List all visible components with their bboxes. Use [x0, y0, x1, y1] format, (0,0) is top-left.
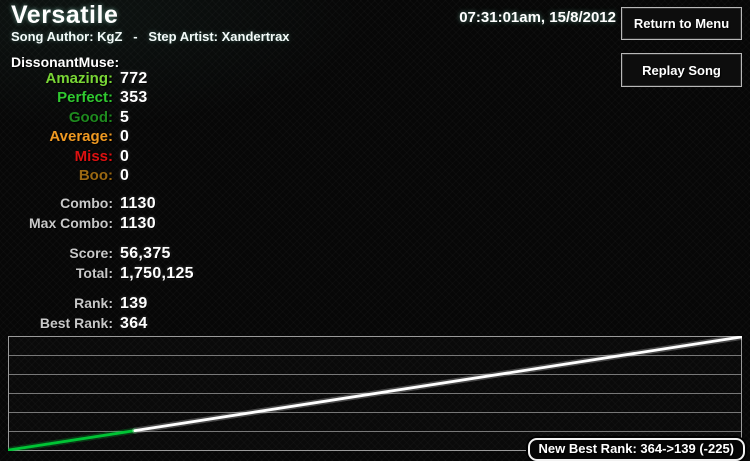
stat-label-max-combo: Max Combo:	[29, 215, 113, 231]
stat-value-max-combo: 1130	[120, 215, 156, 232]
stat-label-combo: Combo:	[60, 195, 113, 211]
song-credits: Song Author: KgZ - Step Artist: Xandertr…	[11, 29, 290, 44]
stat-row-amazing: Amazing: 772	[0, 70, 148, 89]
stat-value-score: 56,375	[120, 245, 171, 262]
stat-value-amazing: 772	[120, 70, 148, 87]
stat-row-average: Average: 0	[0, 128, 148, 147]
stat-value-rank: 139	[120, 295, 148, 312]
stat-label-perfect: Perfect:	[57, 89, 113, 107]
return-to-menu-button[interactable]: Return to Menu	[621, 7, 742, 40]
stat-label-amazing: Amazing:	[45, 70, 114, 87]
stat-value-combo: 1130	[120, 195, 156, 212]
page-title: Versatile	[11, 1, 119, 29]
score-progress-line	[8, 336, 742, 451]
stat-label-rank: Rank:	[74, 295, 113, 311]
combo-stats: Combo: 1130 Max Combo: 1130	[0, 195, 156, 235]
stat-row-combo: Combo: 1130	[0, 195, 156, 215]
stat-row-best-rank: Best Rank: 364	[0, 315, 148, 335]
stat-row-score: Score: 56,375	[0, 245, 194, 265]
score-progress-chart	[8, 336, 742, 451]
stat-label-boo: Boo:	[78, 166, 113, 184]
timestamp: 07:31:01am, 15/8/2012	[459, 9, 616, 26]
stat-label-best-rank: Best Rank:	[39, 315, 113, 331]
stat-value-average: 0	[120, 128, 130, 146]
stat-row-good: Good: 5	[0, 109, 148, 128]
score-stats: Score: 56,375 Total: 1,750,125	[0, 245, 194, 285]
stat-label-average: Average:	[49, 128, 113, 146]
stat-value-miss: 0	[120, 147, 130, 165]
rank-stats: Rank: 139 Best Rank: 364	[0, 295, 148, 335]
stat-label-good: Good:	[68, 108, 113, 126]
stat-label-miss: Miss:	[74, 147, 113, 165]
stat-value-boo: 0	[120, 166, 130, 184]
judgment-stats: Amazing: 772 Perfect: 353 Good: 5 Averag…	[0, 70, 148, 186]
stat-row-total: Total: 1,750,125	[0, 265, 194, 285]
stat-label-total: Total:	[75, 265, 113, 281]
stat-value-best-rank: 364	[120, 315, 148, 332]
stat-row-perfect: Perfect: 353	[0, 89, 148, 108]
stat-value-total: 1,750,125	[120, 265, 194, 282]
stat-value-perfect: 353	[120, 89, 148, 107]
stat-value-good: 5	[120, 108, 130, 126]
stat-row-max-combo: Max Combo: 1130	[0, 215, 156, 235]
stat-row-rank: Rank: 139	[0, 295, 148, 315]
new-best-rank-badge: New Best Rank: 364->139 (-225)	[527, 438, 745, 461]
stat-row-boo: Boo: 0	[0, 167, 148, 186]
player-name: DissonantMuse:	[11, 54, 120, 70]
stat-label-score: Score:	[69, 245, 113, 261]
replay-song-button[interactable]: Replay Song	[621, 53, 742, 87]
stat-row-miss: Miss: 0	[0, 148, 148, 167]
